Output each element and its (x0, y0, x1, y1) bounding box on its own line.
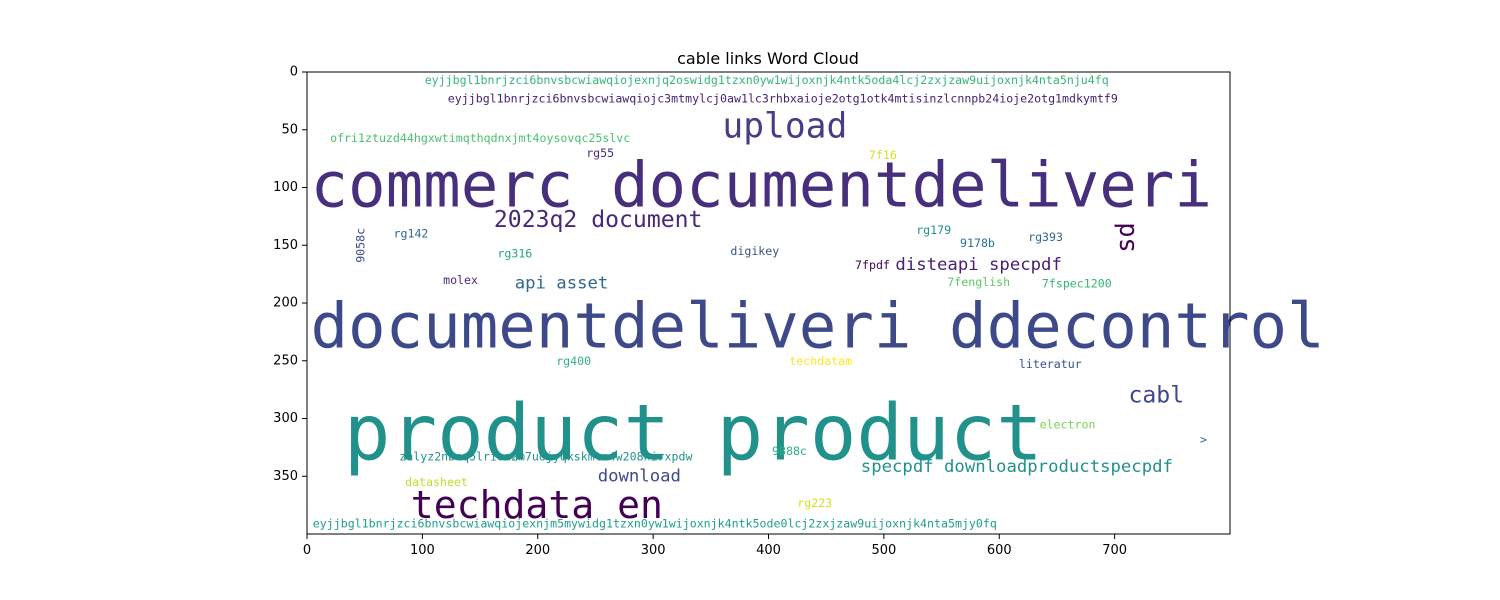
y-tick-label-5: 250 (273, 353, 298, 368)
word-7: 2023q2 document (494, 207, 703, 233)
word-5: 7f16 (869, 148, 897, 162)
word-37: eyjjbgl1bnrjzci6bnvsbcwiawqiojexnjm5mywi… (313, 517, 997, 531)
word-15: digikey (730, 244, 779, 258)
y-tick-label-4: 200 (273, 296, 298, 311)
word-32: specpdf downloadproductspecpdf (861, 457, 1173, 477)
x-tick-label-1: 100 (410, 543, 435, 558)
word-27: product product (344, 389, 1043, 479)
word-10: rg142 (394, 227, 429, 241)
word-17: disteapi specpdf (895, 255, 1061, 275)
word-35: techdata en (411, 483, 663, 527)
word-33: download (598, 466, 681, 486)
word-18: molex (443, 273, 478, 287)
x-tick-label-7: 700 (1102, 543, 1127, 558)
word-9: 9058c (353, 228, 367, 263)
y-tick-label-3: 150 (273, 238, 298, 253)
x-tick-label-5: 500 (871, 543, 896, 558)
word-19: api asset (515, 273, 609, 293)
word-4: rg55 (586, 146, 614, 160)
word-11: rg179 (916, 223, 951, 237)
y-tick-label-1: 50 (281, 122, 298, 137)
word-16: 7fpdf (855, 258, 890, 272)
word-34: datasheet (405, 475, 468, 489)
chart-title: cable links Word Cloud (677, 49, 859, 68)
word-23: rg400 (556, 354, 591, 368)
word-2: upload (722, 106, 847, 146)
word-25: literatur (1019, 357, 1082, 371)
word-30: 9888c (772, 444, 807, 458)
word-1: eyjjbgl1bnrjzci6bnvsbcwiawqiojc3mtmylcj0… (448, 92, 1118, 106)
x-axis: 0 100 200 300 400 500 600 700 (303, 534, 1127, 558)
word-8: sd (1110, 222, 1140, 253)
x-tick-label-2: 200 (525, 543, 550, 558)
y-tick-label-7: 350 (273, 469, 298, 484)
word-0: eyjjbgl1bnrjzci6bnvsbcwiawqiojexnjq2oswi… (425, 73, 1109, 87)
word-24: techdatam (789, 354, 852, 368)
word-6: commerc documentdeliveri (311, 149, 1213, 222)
word-28: electron (1040, 417, 1096, 431)
y-tick-label-0: 0 (290, 65, 298, 80)
word-13: 9178b (960, 236, 995, 250)
y-tick-label-6: 300 (273, 411, 298, 426)
word-20: 7fenglish (947, 275, 1010, 289)
x-tick-label-6: 600 (987, 543, 1012, 558)
word-14: rg316 (497, 246, 532, 260)
word-26: cabl (1129, 382, 1185, 408)
word-21: 7fspec1200 (1042, 276, 1112, 290)
words-layer: eyjjbgl1bnrjzci6bnvsbcwiawqiojexnjq2oswi… (311, 73, 1325, 530)
word-3: ofri1ztuzd44hgxwtimqthqdnxjmt4oysovqc25s… (330, 131, 630, 145)
x-tick-label-0: 0 (303, 543, 311, 558)
y-tick-label-2: 100 (273, 180, 298, 195)
x-tick-label-3: 300 (641, 543, 666, 558)
word-12: rg393 (1028, 230, 1063, 244)
word-31: zalyz2nbeq5lrioa2m7uojyqkskmtn4w208nirxp… (399, 450, 692, 464)
x-tick-label-4: 400 (756, 543, 781, 558)
y-axis: 0 50 100 150 200 250 300 350 (273, 65, 307, 484)
word-22: documentdeliveri ddecontrol (311, 290, 1325, 363)
word-36: rg223 (797, 496, 832, 510)
word-29: > (1200, 432, 1207, 446)
